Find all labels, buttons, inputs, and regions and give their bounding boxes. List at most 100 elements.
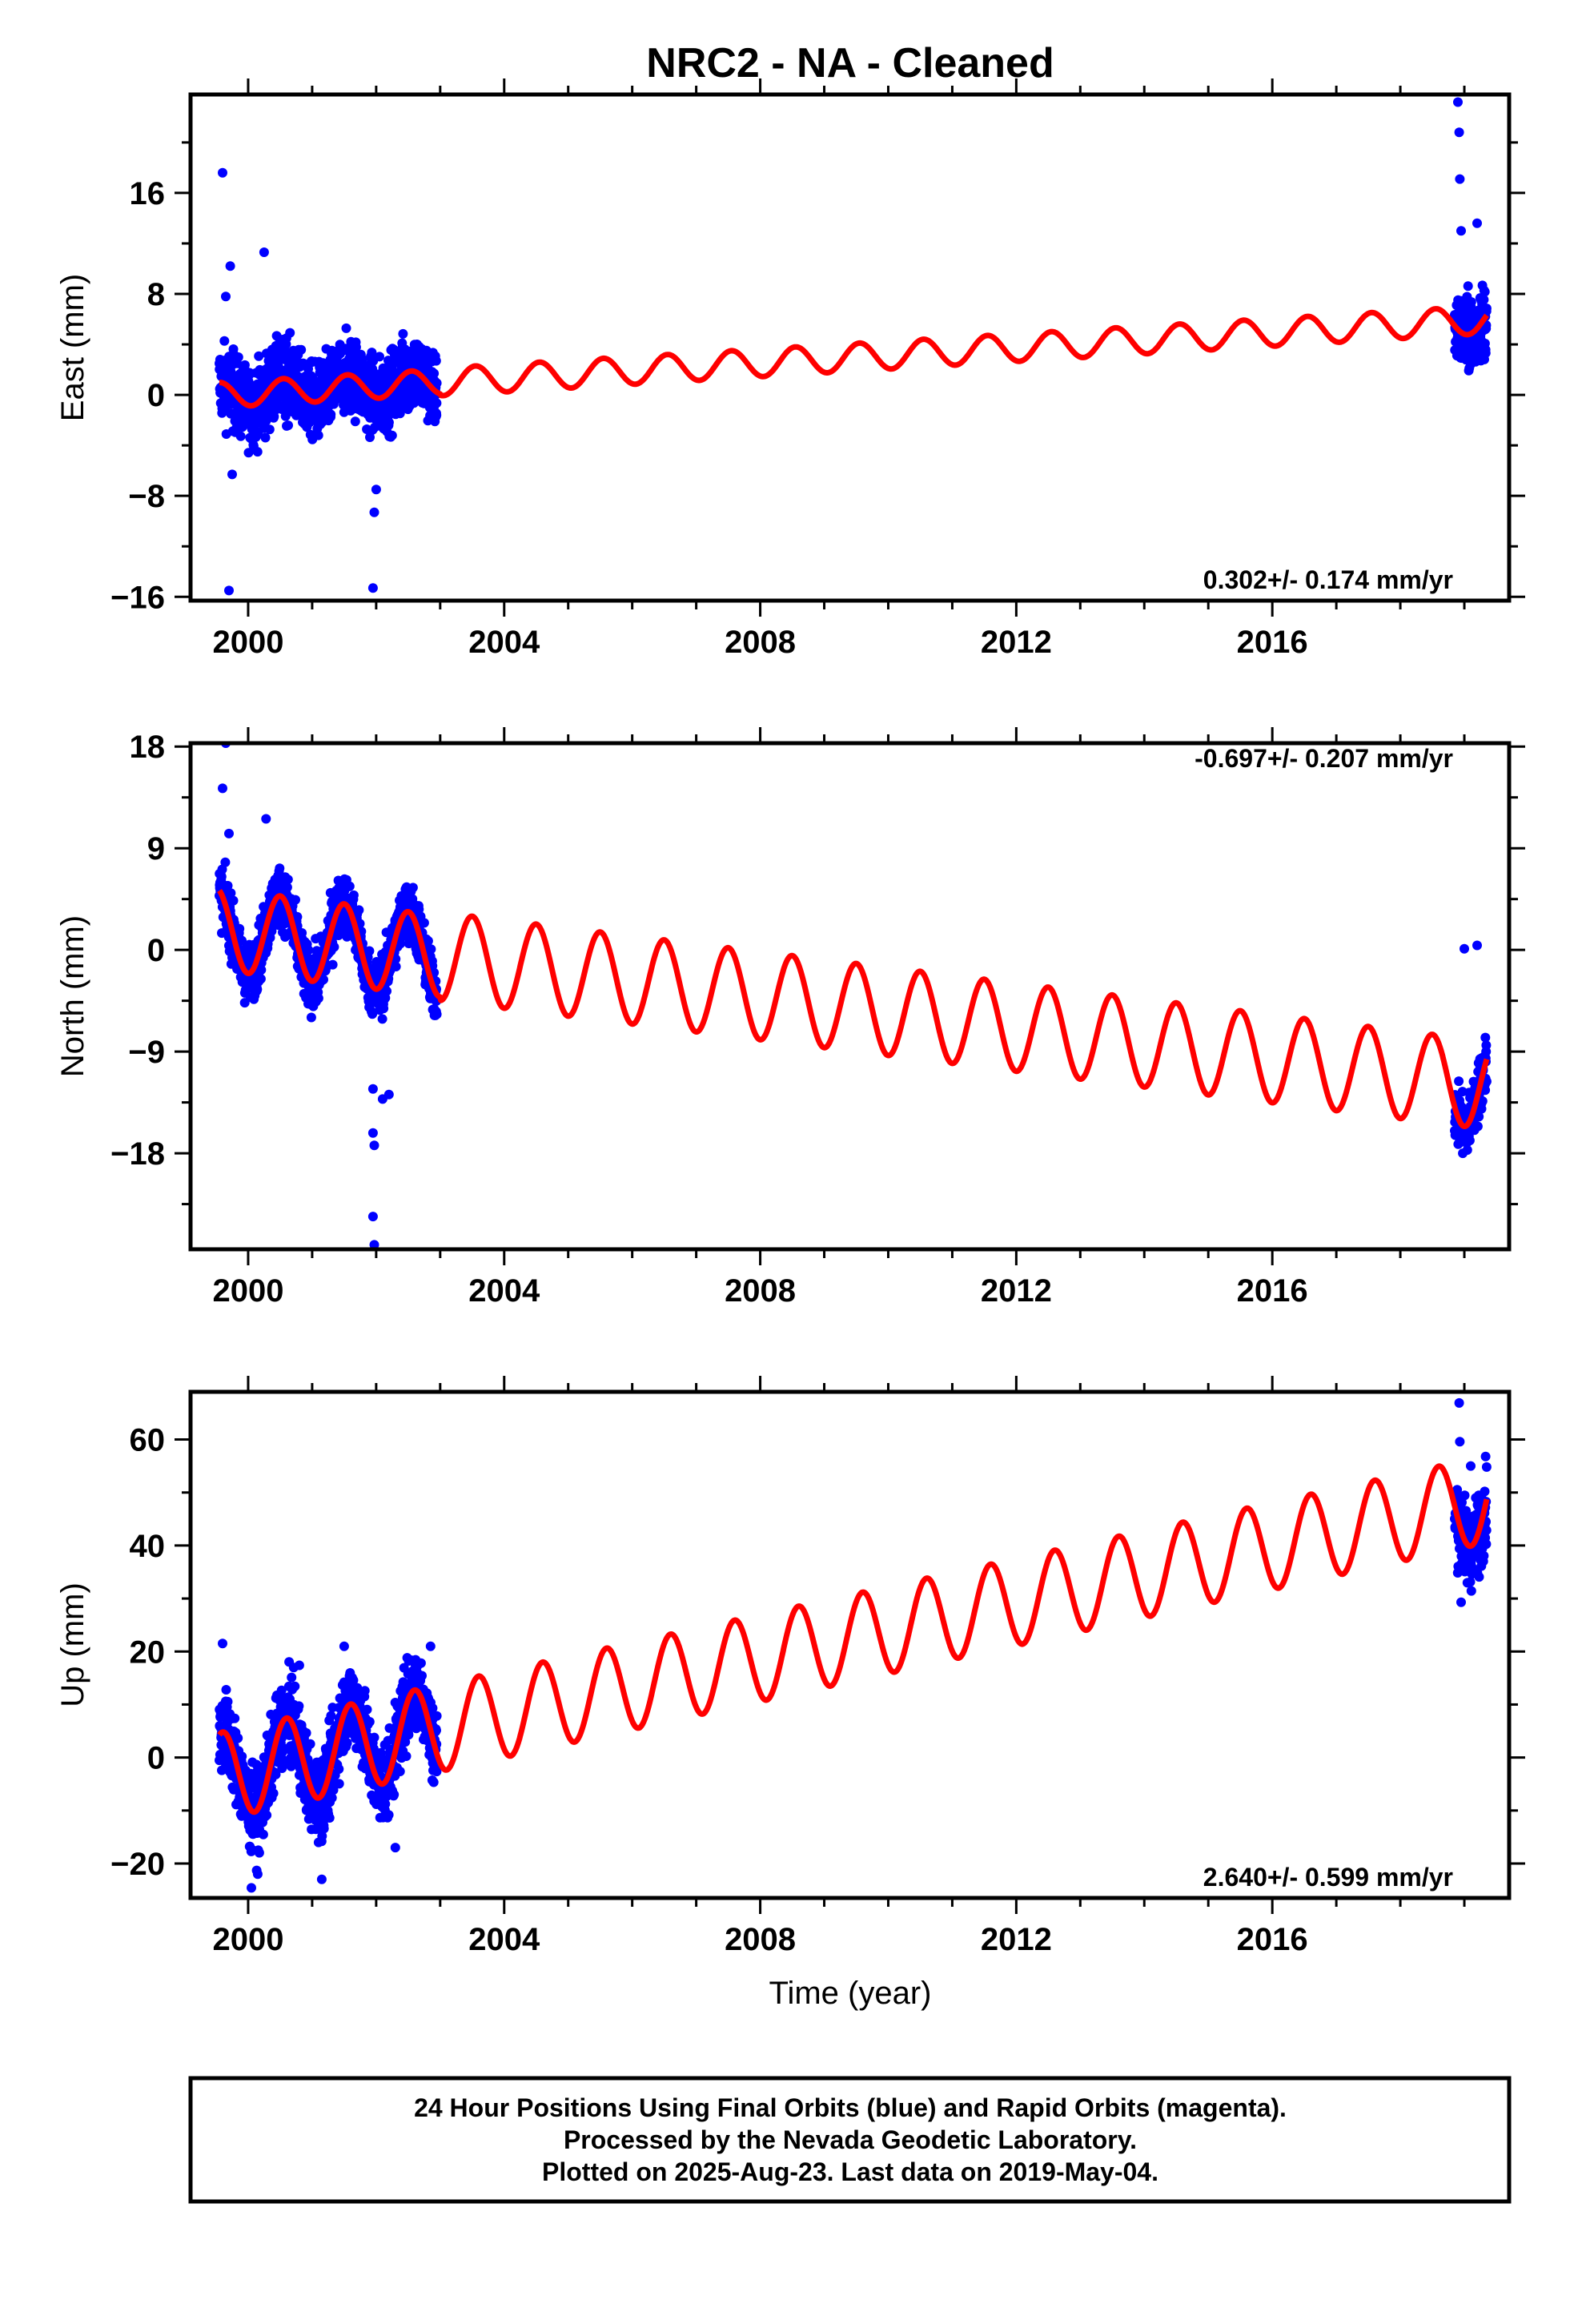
data-point bbox=[416, 1658, 426, 1668]
data-point bbox=[417, 1671, 427, 1681]
data-point bbox=[264, 424, 275, 435]
data-point bbox=[1460, 1490, 1470, 1501]
x-tick-label: 2012 bbox=[981, 625, 1052, 660]
data-point bbox=[256, 965, 267, 975]
data-point-outlier bbox=[227, 469, 237, 480]
data-point bbox=[1463, 281, 1473, 292]
data-point-outlier bbox=[1456, 226, 1466, 236]
data-point bbox=[348, 890, 359, 900]
data-point-outlier bbox=[383, 1089, 394, 1100]
data-point-outlier bbox=[1454, 127, 1464, 138]
x-tick-label: 2000 bbox=[212, 1273, 283, 1309]
data-point bbox=[1454, 1076, 1464, 1087]
data-point bbox=[235, 431, 246, 441]
data-point bbox=[364, 1717, 375, 1727]
data-point bbox=[1464, 1136, 1475, 1146]
data-point bbox=[419, 918, 429, 928]
panel-up: 2000 2004 2008 2012 2016 −20 0 20 40 60 Up (mm) 2.6… bbox=[55, 1376, 1525, 1957]
data-point bbox=[1472, 1121, 1483, 1132]
data-point-outlier bbox=[218, 783, 227, 794]
y-tick-label: −8 bbox=[128, 479, 165, 514]
data-point bbox=[220, 857, 231, 867]
data-point bbox=[226, 888, 236, 899]
x-tick-label: 2016 bbox=[1237, 1922, 1308, 1957]
data-point bbox=[319, 1823, 329, 1834]
data-point bbox=[275, 863, 285, 874]
data-point-outlier bbox=[221, 292, 231, 302]
data-point bbox=[326, 409, 336, 420]
data-point-outlier bbox=[390, 1843, 400, 1853]
data-point bbox=[237, 1751, 247, 1762]
data-point bbox=[387, 430, 397, 440]
data-point bbox=[1466, 297, 1476, 308]
x-tick-label: 2000 bbox=[212, 625, 283, 660]
data-point bbox=[327, 959, 338, 970]
data-point bbox=[1477, 1096, 1488, 1106]
data-point bbox=[290, 1681, 300, 1691]
data-point bbox=[341, 323, 351, 333]
x-tick-label: 2000 bbox=[212, 1922, 283, 1957]
data-point bbox=[428, 1777, 439, 1787]
x-tick-label: 2016 bbox=[1237, 625, 1308, 660]
data-point bbox=[377, 1014, 387, 1024]
data-point bbox=[334, 1779, 344, 1789]
data-point bbox=[389, 1789, 400, 1799]
data-point bbox=[380, 1799, 391, 1809]
data-point bbox=[1479, 1550, 1489, 1561]
data-point bbox=[1480, 348, 1491, 358]
plot-frame bbox=[188, 741, 1512, 1252]
data-point bbox=[301, 1728, 311, 1738]
model-curve bbox=[217, 1463, 1490, 1815]
data-point-outlier bbox=[371, 485, 381, 495]
x-ticks bbox=[247, 727, 1466, 1265]
data-point bbox=[344, 881, 355, 891]
data-point bbox=[260, 432, 271, 443]
panel-north: 2000 2004 2008 2012 2016 −18 −9 0 9 18 North (mm) -… bbox=[55, 727, 1525, 1309]
data-point-outlier bbox=[218, 1638, 227, 1649]
data-point bbox=[230, 1713, 240, 1723]
data-point bbox=[292, 911, 303, 922]
data-point bbox=[223, 1696, 233, 1707]
data-point bbox=[327, 1793, 337, 1803]
y-tick-label: 9 bbox=[147, 831, 165, 866]
data-point bbox=[423, 936, 433, 946]
model-curve bbox=[217, 888, 1490, 1129]
data-point bbox=[328, 1785, 339, 1795]
data-point-outlier bbox=[294, 1660, 304, 1671]
data-point bbox=[364, 946, 375, 956]
data-point bbox=[351, 342, 361, 352]
data-point bbox=[396, 939, 406, 949]
plot-area bbox=[215, 743, 1492, 1249]
data-point bbox=[294, 1701, 304, 1711]
data-point bbox=[369, 1732, 379, 1743]
data-point bbox=[383, 417, 394, 428]
data-point-outlier bbox=[369, 1140, 379, 1151]
data-points bbox=[215, 743, 1492, 1249]
data-point bbox=[1480, 1486, 1490, 1497]
footer-box: 24 Hour Positions Using Final Orbits (bl… bbox=[188, 2076, 1512, 2204]
data-point bbox=[255, 974, 266, 984]
data-point bbox=[1462, 1145, 1472, 1155]
data-point bbox=[252, 984, 263, 995]
data-point-outlier bbox=[224, 585, 234, 596]
data-point bbox=[1480, 1451, 1491, 1462]
data-point bbox=[350, 416, 360, 427]
data-point bbox=[233, 352, 243, 362]
data-point-outlier bbox=[224, 828, 234, 838]
data-point-outlier bbox=[252, 1869, 263, 1880]
data-point bbox=[296, 344, 307, 355]
data-point bbox=[367, 348, 377, 358]
data-point-outlier bbox=[281, 333, 291, 344]
y-tick-label: 8 bbox=[147, 277, 165, 312]
x-tick-label: 2008 bbox=[725, 1922, 796, 1957]
data-point bbox=[235, 923, 245, 934]
data-point-outlier bbox=[339, 1641, 349, 1651]
x-tick-label: 2004 bbox=[468, 625, 540, 660]
figure-title: NRC2 - NA - Cleaned bbox=[646, 40, 1054, 86]
y-ticks bbox=[175, 745, 1525, 1206]
data-point bbox=[383, 1810, 394, 1820]
data-point-outlier bbox=[1455, 1437, 1465, 1447]
data-point-outlier bbox=[369, 507, 379, 517]
data-point bbox=[429, 368, 440, 379]
